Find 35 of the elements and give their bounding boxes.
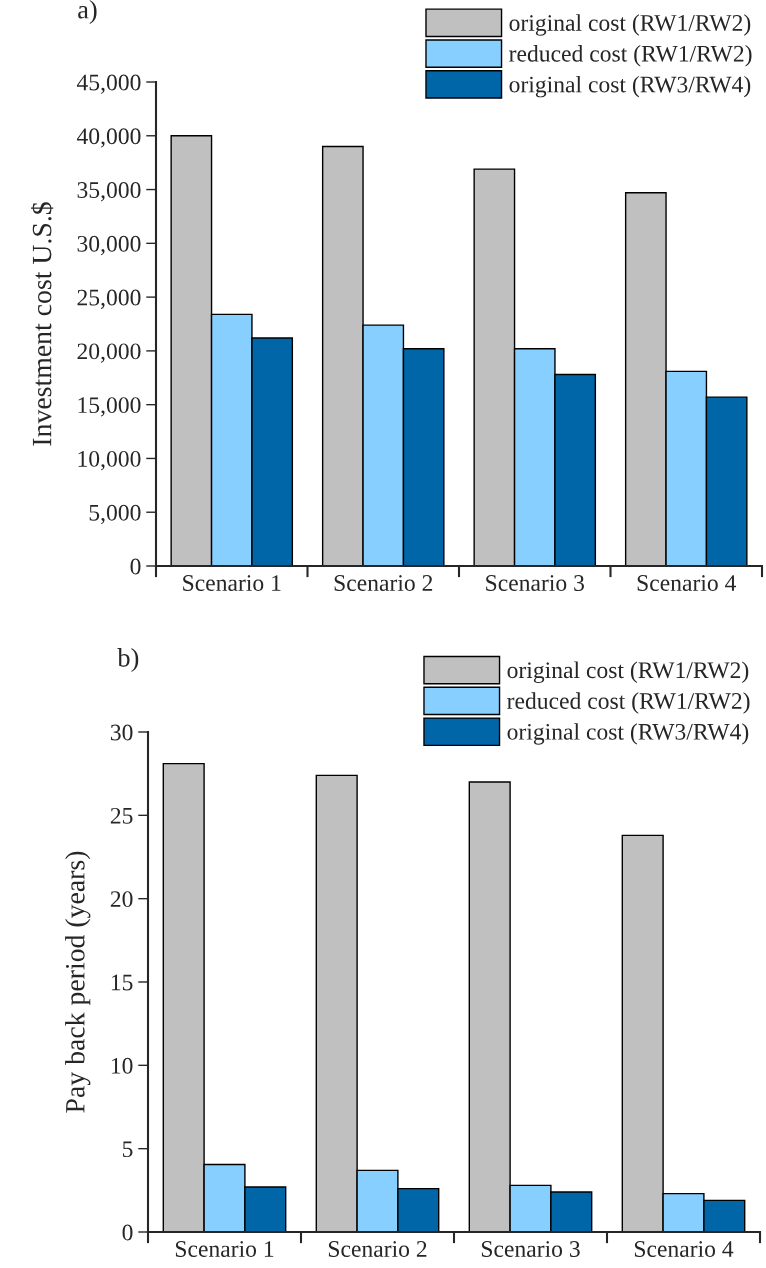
y-tick-label: 40,000 [76,128,141,148]
y-tick-label: 25,000 [77,289,141,309]
legend-label: original cost (RW1/RW2) [507,661,749,684]
y-tick-label: 20 [110,891,133,908]
y-tick-label: 10,000 [78,450,141,471]
x-tick-label: Scenario 1 [183,575,281,591]
y-tick-label: 5,000 [89,504,141,525]
x-tick-label: Scenario 4 [637,575,737,591]
legend-label: reduced cost (RW1/RW2) [509,45,752,67]
legend-label: original cost (RW1/RW2) [509,14,751,36]
y-tick-label: 45,000 [76,74,141,94]
x-tick-label: Scenario 2 [334,575,433,591]
y-tick-label: 10 [111,1057,133,1074]
y-axis-title: Investment cost U.S.$ [31,202,54,446]
y-tick-label: 15 [111,974,133,991]
x-tick-label: Scenario 3 [486,575,584,591]
y-tick-label: 0 [130,558,141,575]
y-tick-label: 5 [122,1141,133,1158]
y-tick-label: 30,000 [77,235,141,256]
x-tick-label: Scenario 2 [328,1241,427,1257]
x-tick-label: Scenario 4 [634,1241,734,1257]
chart-title: b) [117,648,139,672]
y-tick-label: 20,000 [77,343,141,363]
y-tick-label: 0 [122,1224,133,1241]
y-axis-title: Pay back period (years) [65,851,91,1113]
y-tick-label: 25 [110,807,133,824]
legend-label: reduced cost (RW1/RW2) [507,692,750,714]
chart-title: a) [78,0,97,24]
y-tick-label: 35,000 [77,182,141,202]
legend-label: original cost (RW3/RW4) [509,75,751,98]
y-tick-label: 30 [110,724,133,741]
x-tick-label: Scenario 3 [481,1241,580,1257]
legend-label: original cost (RW3/RW4) [507,723,749,745]
x-tick-label: Scenario 1 [175,1241,274,1257]
y-tick-label: 15,000 [78,397,141,417]
